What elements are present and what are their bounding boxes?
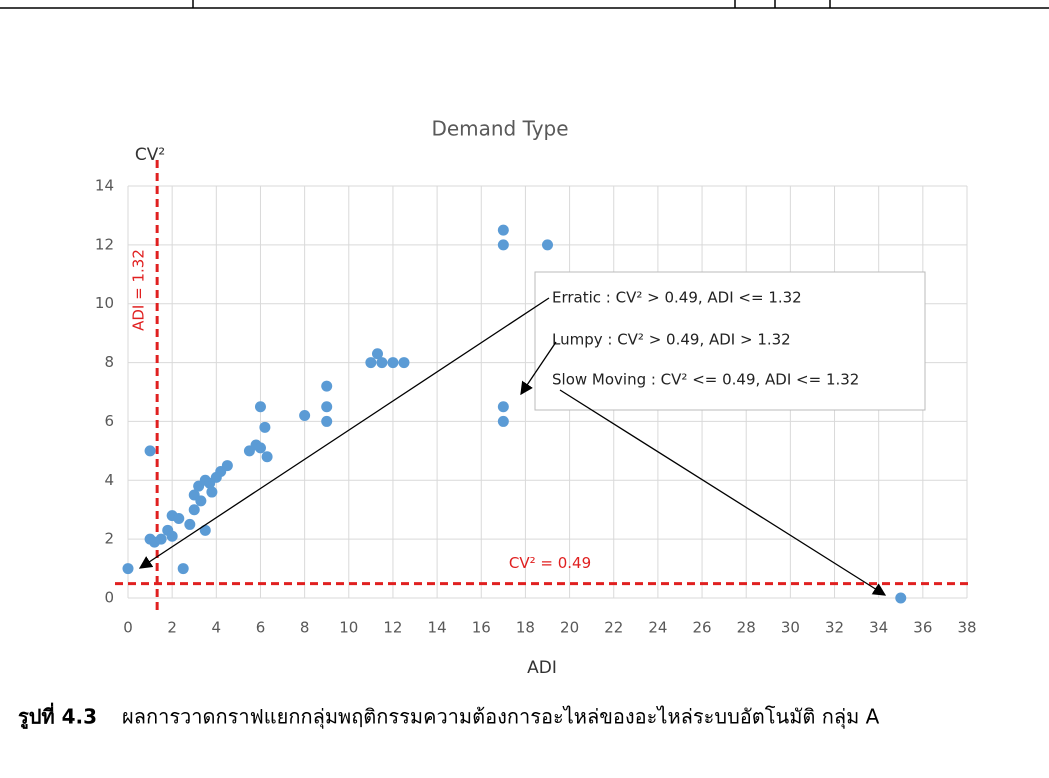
data-point: [206, 487, 217, 498]
data-point: [178, 563, 189, 574]
threshold-label: CV² = 0.49: [509, 554, 591, 572]
y-tick-label: 14: [95, 177, 114, 195]
table-remnant: [0, 0, 1049, 8]
x-tick-label: 2: [167, 619, 177, 637]
caption-text: ผลการวาดกราฟแยกกลุ่มพฤติกรรมความต้องการอ…: [122, 705, 880, 730]
data-point: [542, 239, 553, 250]
threshold-label: ADI = 1.32: [130, 249, 148, 331]
page: Demand Type CV² ADI 02468101214024681012…: [0, 0, 1049, 778]
annotation: Slow Moving : CV² <= 0.49, ADI <= 1.32: [552, 371, 859, 389]
x-tick-label: 8: [300, 619, 310, 637]
x-axis-title: ADI: [527, 658, 557, 678]
x-tick-label: 30: [781, 619, 800, 637]
annotation: Erratic : CV² > 0.49, ADI <= 1.32: [552, 289, 802, 307]
x-tick-label: 16: [472, 619, 491, 637]
data-point: [259, 422, 270, 433]
data-point: [262, 451, 273, 462]
data-point: [145, 445, 156, 456]
data-point: [895, 593, 906, 604]
data-point: [255, 401, 266, 412]
y-tick-label: 0: [104, 589, 114, 607]
y-tick-label: 4: [104, 471, 114, 489]
y-tick-label: 2: [104, 530, 114, 548]
data-point: [195, 495, 206, 506]
data-point: [184, 519, 195, 530]
data-point: [321, 416, 332, 427]
caption-label: รูปที่ 4.3: [18, 702, 97, 731]
data-point: [167, 531, 178, 542]
data-point: [498, 416, 509, 427]
x-tick-label: 0: [123, 619, 133, 637]
data-point: [498, 225, 509, 236]
data-point: [321, 381, 332, 392]
data-point: [123, 563, 134, 574]
data-point: [376, 357, 387, 368]
data-point: [387, 357, 398, 368]
x-tick-label: 26: [693, 619, 712, 637]
x-tick-label: 34: [869, 619, 888, 637]
x-tick-label: 36: [913, 619, 932, 637]
y-tick-label: 6: [104, 412, 114, 430]
data-point: [321, 401, 332, 412]
data-point: [200, 525, 211, 536]
y-tick-label: 8: [104, 353, 114, 371]
data-point: [189, 504, 200, 515]
data-point: [156, 534, 167, 545]
y-tick-label: 10: [95, 294, 114, 312]
y-axis-title: CV²: [135, 145, 165, 165]
data-point: [255, 442, 266, 453]
x-tick-label: 10: [339, 619, 358, 637]
x-tick-label: 28: [737, 619, 756, 637]
data-point: [365, 357, 376, 368]
data-point: [398, 357, 409, 368]
data-point: [299, 410, 310, 421]
x-tick-label: 20: [560, 619, 579, 637]
x-tick-label: 18: [516, 619, 535, 637]
x-tick-label: 38: [957, 619, 976, 637]
x-tick-label: 12: [383, 619, 402, 637]
annotation: Lumpy : CV² > 0.49, ADI > 1.32: [552, 331, 791, 349]
data-point: [173, 513, 184, 524]
chart-title: Demand Type: [431, 117, 568, 141]
x-tick-label: 6: [256, 619, 266, 637]
x-tick-label: 14: [428, 619, 447, 637]
data-point: [498, 401, 509, 412]
x-tick-label: 24: [648, 619, 667, 637]
x-tick-label: 4: [212, 619, 222, 637]
data-point: [498, 239, 509, 250]
x-tick-label: 22: [604, 619, 623, 637]
x-tick-label: 32: [825, 619, 844, 637]
data-point: [222, 460, 233, 471]
y-tick-label: 12: [95, 235, 114, 253]
